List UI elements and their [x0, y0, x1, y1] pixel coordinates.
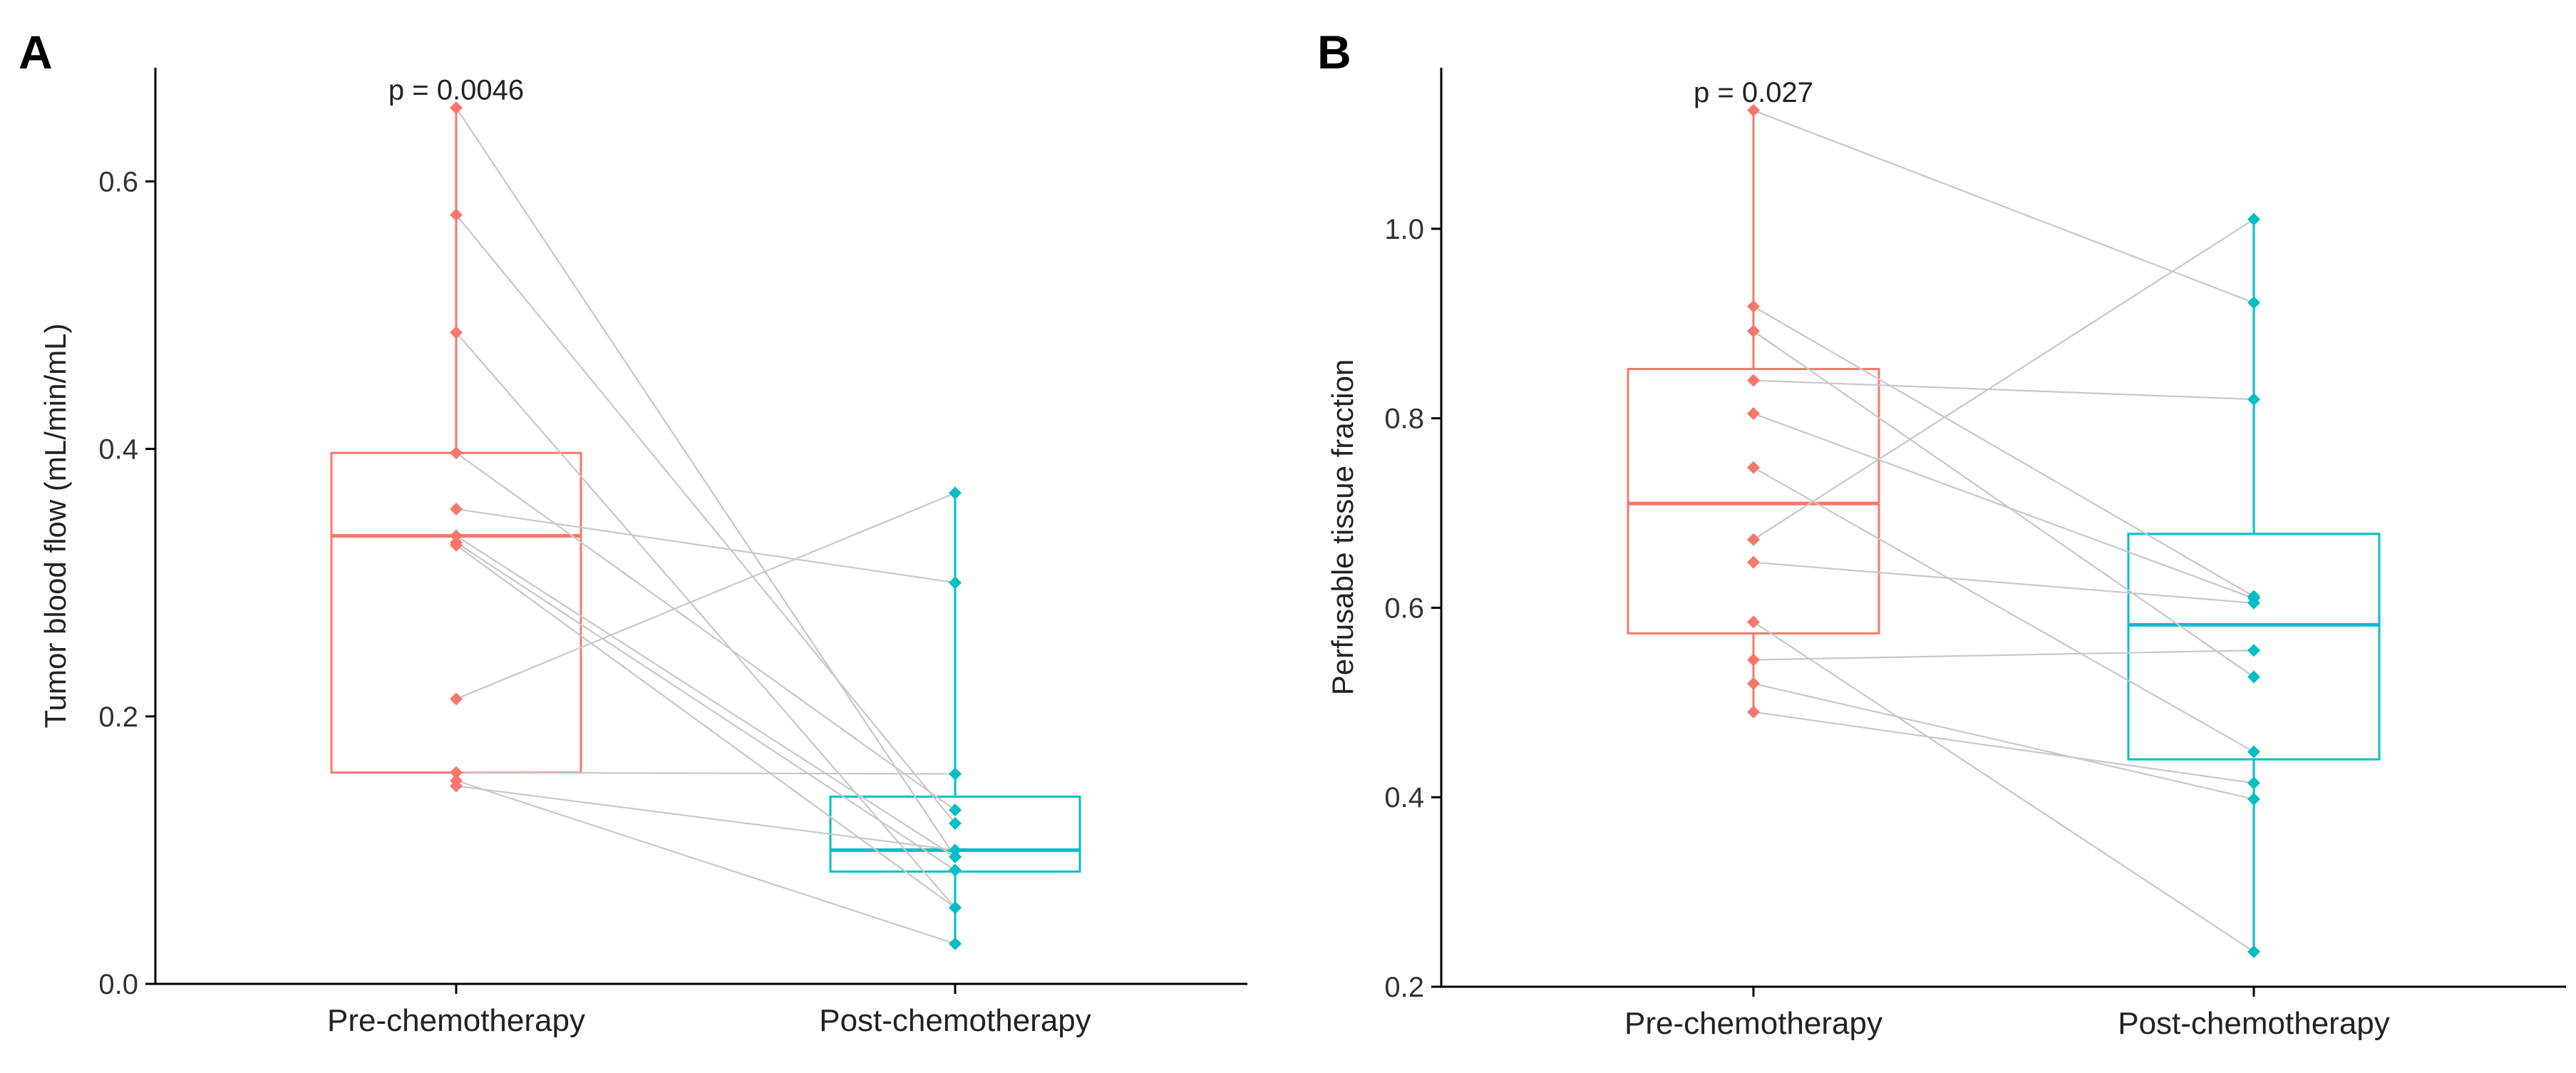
box-iqr [2127, 533, 2381, 761]
point-post [949, 901, 962, 915]
pair-line [1753, 109, 2255, 304]
point-post [949, 863, 962, 877]
x-tick-label: Post-chemotherapy [819, 1003, 1091, 1038]
point-post [949, 850, 962, 863]
y-tick-label: 0.4 [1384, 782, 1424, 813]
point-pre [450, 446, 463, 460]
pair-line [455, 542, 956, 871]
y-tick-label: 1.0 [1384, 214, 1424, 245]
point-pre [1747, 677, 1760, 690]
point-post [2247, 745, 2260, 759]
y-tick-label: 0.2 [98, 702, 138, 733]
pair-line [1753, 466, 2255, 753]
pair-line [455, 785, 956, 851]
pair-line [455, 452, 956, 811]
point-post [949, 486, 962, 500]
point-post [2247, 792, 2260, 806]
point-pre [450, 779, 463, 793]
point-post [2247, 945, 2260, 958]
point-post [2247, 296, 2260, 309]
pair-line [1753, 682, 2255, 800]
point-pre [1747, 705, 1760, 719]
plot-area: 0.0 0.2 0.4 0.6 Pre-chemotherapy Post-chemoth… [38, 68, 1247, 1038]
box-iqr [330, 451, 582, 774]
pair-line [1753, 621, 2255, 953]
point-pre [1747, 407, 1760, 421]
p-value-annotation: p = 0.027 [1694, 77, 1813, 108]
pair-line [1753, 218, 2255, 540]
point-post [949, 843, 962, 857]
point-post [949, 816, 962, 830]
pair-line [455, 508, 956, 584]
panel-label-a: A [19, 26, 53, 78]
point-post [2247, 670, 2260, 684]
pair-line [1753, 650, 2255, 661]
pair-line [1753, 711, 2255, 784]
plot-area: 0.2 0.4 0.6 0.8 1.0 Pre-chemotherapy Post-chem… [1326, 68, 2566, 1041]
pair-line [455, 544, 956, 908]
pair-line [1753, 305, 2255, 597]
point-post [2247, 776, 2260, 790]
y-tick-label: 0.0 [98, 969, 138, 1000]
point-post [2247, 644, 2260, 657]
point-pre [1747, 461, 1760, 474]
y-tick-label: 0.6 [1384, 592, 1424, 624]
point-pre [450, 538, 463, 552]
pair-line [455, 107, 956, 858]
pair-line [455, 535, 956, 858]
point-pre [450, 503, 463, 516]
paired-lines [1753, 109, 2255, 953]
box-iqr [1627, 368, 1880, 635]
point-pre [1747, 615, 1760, 629]
pair-line [455, 214, 956, 824]
panel-label-b: B [1317, 26, 1351, 78]
point-pre [450, 326, 463, 339]
point-pre [1747, 299, 1760, 313]
y-axis-label: Tumor blood flow (mL/min/mL) [38, 324, 72, 729]
pair-line [455, 492, 956, 700]
pair-line [455, 332, 956, 908]
point-pre [1747, 324, 1760, 338]
point-post [2247, 212, 2260, 226]
point-pre [1747, 374, 1760, 387]
data-points [1747, 103, 2260, 958]
y-tick-label: 0.2 [1384, 972, 1424, 1003]
x-tick-label: Post-chemotherapy [2118, 1006, 2390, 1041]
data-points [450, 101, 962, 950]
point-pre [450, 529, 463, 543]
box-post [2127, 219, 2381, 952]
point-post [949, 576, 962, 590]
point-pre [1747, 653, 1760, 667]
pair-line [1753, 330, 2255, 678]
chart-perfusable-tissue-fraction: 0.2 0.4 0.6 0.8 1.0 Pre-chemotherapy Post-chem… [1326, 68, 2566, 1041]
y-tick-label: 0.4 [98, 434, 138, 466]
pair-line [1753, 561, 2255, 604]
point-pre [450, 208, 463, 222]
point-post [949, 767, 962, 781]
chart-tumor-blood-flow: 0.0 0.2 0.4 0.6 Pre-chemotherapy Post-chemoth… [38, 68, 1247, 1038]
point-post [949, 804, 962, 817]
y-tick-label: 0.8 [1384, 404, 1424, 435]
pair-line [1753, 379, 2255, 401]
x-tick-label: Pre-chemotherapy [1624, 1006, 1882, 1041]
point-post [2247, 393, 2260, 406]
pair-line [1753, 413, 2255, 600]
point-pre [450, 766, 463, 779]
point-pre [1747, 103, 1760, 117]
p-value-annotation: p = 0.0046 [388, 74, 524, 106]
point-pre [450, 101, 463, 115]
pair-line [455, 779, 956, 945]
point-pre [1747, 555, 1760, 569]
paired-lines [455, 107, 956, 945]
point-post [2247, 596, 2260, 610]
y-tick-label: 0.6 [98, 166, 138, 197]
point-pre [450, 692, 463, 706]
pair-line [455, 771, 956, 775]
point-pre [1747, 533, 1760, 546]
point-post [949, 937, 962, 950]
x-tick-label: Pre-chemotherapy [327, 1003, 585, 1038]
y-axis-label: Perfusable tissue fraction [1326, 359, 1359, 696]
